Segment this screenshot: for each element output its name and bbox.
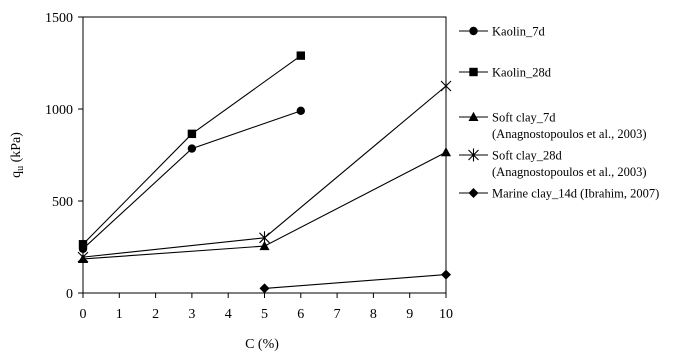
x-tick-label: 9: [406, 307, 413, 322]
x-tick-label: 4: [225, 307, 232, 322]
data-point: [259, 231, 270, 245]
data-point: [296, 106, 305, 116]
data-point: [441, 147, 451, 157]
x-tick-label: 0: [80, 307, 87, 322]
data-point: [259, 283, 270, 294]
y-tick-label: 500: [52, 195, 73, 210]
legend-marker: [469, 67, 478, 77]
y-tick-label: 1000: [45, 103, 73, 118]
legend-note: (Anagnostopoulos et al., 2003): [492, 127, 647, 141]
legend-item: Soft clay_28d (Anagnostopoulos et al., 20…: [459, 148, 647, 179]
legend-item: Soft clay_7d (Anagnostopoulos et al., 200…: [459, 111, 647, 141]
legend-label: Kaolin_7d: [492, 25, 546, 39]
legend-marker: [468, 148, 479, 162]
legend-item: Kaolin_28d: [459, 66, 552, 80]
data-point: [259, 240, 270, 251]
x-tick-label: 7: [334, 307, 341, 322]
x-tick-label: 6: [297, 307, 304, 322]
y-tick-label: 1500: [45, 11, 73, 26]
legend-label: Marine clay_14d (Ibrahim, 2007): [492, 187, 659, 201]
series-square: [78, 51, 305, 249]
legend-marker: [469, 26, 478, 36]
data-point: [187, 144, 197, 153]
legend-label: Soft clay_28d: [492, 149, 563, 163]
x-tick-label: 5: [261, 307, 268, 322]
y-tick-label: 0: [66, 287, 73, 302]
legend-label: Kaolin_28d: [492, 66, 552, 80]
x-tick-label: 3: [188, 307, 195, 322]
x-axis-title: C (%): [245, 337, 279, 352]
y-axis-title: qu (kPa): [9, 132, 26, 178]
data-point: [440, 79, 452, 93]
legend-marker: [468, 188, 479, 198]
x-tick-label: 8: [370, 307, 377, 322]
data-point: [441, 269, 451, 280]
data-point: [78, 240, 88, 249]
legend: Kaolin_7d Kaolin_28d Soft clay_7d (Anagnost…: [459, 25, 659, 201]
series-circle: [78, 106, 305, 254]
series-triangle: [78, 147, 451, 263]
x-tick-label: 1: [116, 307, 123, 322]
series-group: [77, 51, 452, 294]
y-axis-title-subscript: u: [15, 166, 26, 171]
legend-note: (Anagnostopoulos et al., 2003): [492, 165, 647, 179]
legend-item: Marine clay_14d (Ibrahim, 2007): [459, 187, 659, 201]
y-axis-title-units: (kPa): [9, 132, 24, 166]
legend-item: Kaolin_7d: [459, 25, 546, 39]
series-star: [77, 79, 452, 264]
axes: 0 1 2 3 4 5 6 7 8 9 10 0 500 1000 1500: [45, 11, 453, 322]
x-tick-label: 2: [152, 307, 159, 322]
data-point: [77, 250, 89, 264]
legend-marker: [468, 111, 479, 121]
y-axis-title-main: q: [9, 171, 24, 178]
series-line: [264, 274, 447, 289]
x-tick-label: 10: [439, 307, 453, 322]
legend-label: Soft clay_7d: [492, 111, 556, 125]
series-diamond: [259, 269, 451, 294]
data-point: [296, 51, 305, 60]
data-point: [187, 129, 197, 139]
